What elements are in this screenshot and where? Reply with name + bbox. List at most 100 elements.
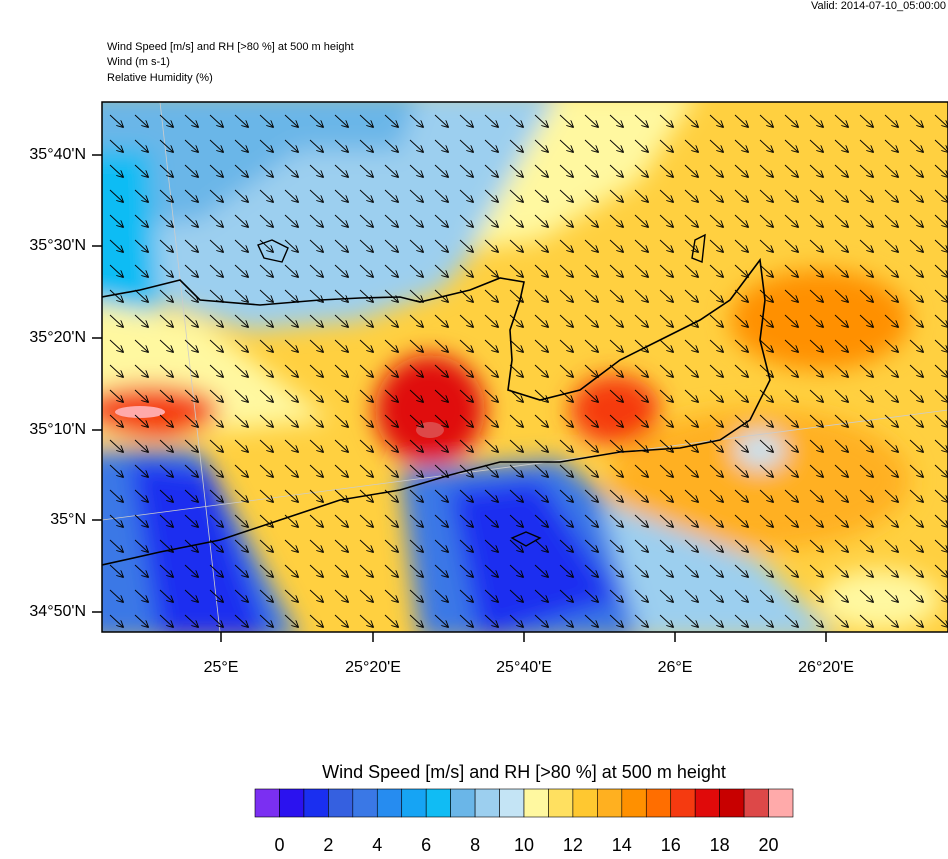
- wind-arrow: [259, 564, 273, 577]
- wind-arrows: [109, 114, 948, 627]
- wind-arrow: [284, 364, 298, 377]
- wind-arrow: [709, 414, 723, 427]
- wind-arrow: [484, 114, 498, 127]
- wind-arrow: [634, 264, 648, 277]
- wind-arrow: [134, 464, 148, 477]
- wind-arrow: [809, 414, 823, 427]
- wind-arrow: [859, 439, 873, 452]
- wind-arrow: [884, 114, 898, 127]
- wind-arrow: [334, 314, 348, 327]
- wind-arrow: [134, 114, 148, 127]
- colorbar-label: 0: [274, 835, 284, 854]
- wind-arrow: [909, 164, 923, 177]
- wind-arrow: [209, 264, 223, 277]
- wind-arrow: [384, 214, 398, 227]
- wind-arrow: [234, 564, 248, 577]
- wind-arrow: [634, 514, 648, 527]
- wind-arrow: [609, 614, 623, 627]
- wind-arrow: [759, 264, 773, 277]
- wind-arrow: [134, 564, 148, 577]
- wind-arrow: [134, 139, 148, 152]
- wind-arrow: [909, 239, 923, 252]
- wind-arrow: [659, 189, 673, 202]
- wind-arrow: [259, 139, 273, 152]
- wind-arrow: [534, 139, 548, 152]
- wind-arrow: [134, 289, 148, 302]
- wind-arrow: [584, 589, 598, 602]
- wind-arrow: [234, 264, 248, 277]
- wind-arrow: [809, 614, 823, 627]
- wind-arrow: [834, 389, 848, 402]
- wind-arrow: [859, 564, 873, 577]
- wind-arrow: [709, 614, 723, 627]
- wind-arrow: [734, 489, 748, 502]
- wind-arrow: [534, 589, 548, 602]
- wind-arrow: [334, 239, 348, 252]
- wind-arrow: [809, 564, 823, 577]
- wind-arrow: [734, 264, 748, 277]
- wind-arrow: [159, 589, 173, 602]
- wind-arrow: [234, 589, 248, 602]
- wind-arrow: [634, 164, 648, 177]
- wind-arrow: [134, 514, 148, 527]
- wind-arrow: [484, 189, 498, 202]
- wind-arrow: [934, 439, 948, 452]
- lat-label: 35°40'N: [29, 146, 86, 163]
- wind-arrow: [609, 289, 623, 302]
- wind-arrow: [909, 339, 923, 352]
- wind-arrow: [534, 314, 548, 327]
- wind-arrow: [684, 139, 698, 152]
- wind-arrow: [384, 414, 398, 427]
- wind-arrow: [409, 214, 423, 227]
- wind-arrow: [434, 389, 448, 402]
- wind-arrow: [934, 514, 948, 527]
- wind-arrow: [284, 464, 298, 477]
- wind-arrow: [609, 464, 623, 477]
- wind-arrow: [109, 589, 123, 602]
- wind-arrow: [259, 264, 273, 277]
- wind-arrow: [509, 489, 523, 502]
- wind-arrow: [784, 239, 798, 252]
- wind-arrow: [409, 239, 423, 252]
- wind-arrow: [109, 264, 123, 277]
- lon-label: 25°E: [204, 659, 239, 676]
- wind-arrow: [809, 514, 823, 527]
- wind-arrow: [509, 439, 523, 452]
- wind-arrow: [809, 239, 823, 252]
- wind-arrow: [409, 114, 423, 127]
- wind-arrow: [134, 314, 148, 327]
- wind-arrow: [259, 339, 273, 352]
- wind-arrow: [509, 289, 523, 302]
- colorbar-swatch: [401, 788, 427, 818]
- wind-arrow: [309, 489, 323, 502]
- wind-arrow: [834, 264, 848, 277]
- wind-arrow: [109, 464, 123, 477]
- wind-arrow: [159, 414, 173, 427]
- wind-arrow: [559, 239, 573, 252]
- wind-arrow: [909, 364, 923, 377]
- wind-arrow: [834, 314, 848, 327]
- wind-arrow: [259, 464, 273, 477]
- wind-arrow: [909, 439, 923, 452]
- wind-arrow: [859, 489, 873, 502]
- wind-arrow: [309, 614, 323, 627]
- wind-arrow: [659, 364, 673, 377]
- colorbar-label: 20: [759, 835, 779, 854]
- wind-arrow: [609, 339, 623, 352]
- lon-label: 26°E: [658, 659, 693, 676]
- wind-arrow: [759, 139, 773, 152]
- wind-arrow: [709, 164, 723, 177]
- wind-arrow: [159, 114, 173, 127]
- wind-arrow: [184, 589, 198, 602]
- wind-arrow: [259, 414, 273, 427]
- wind-arrow: [834, 614, 848, 627]
- wind-arrow: [259, 364, 273, 377]
- colorbar-swatch: [597, 788, 623, 818]
- wind-arrow: [759, 114, 773, 127]
- wind-arrow: [834, 189, 848, 202]
- wind-arrow: [634, 589, 648, 602]
- wind-arrow: [459, 164, 473, 177]
- colorbar-swatch: [450, 788, 476, 818]
- wind-arrow: [634, 464, 648, 477]
- wind-arrow: [259, 514, 273, 527]
